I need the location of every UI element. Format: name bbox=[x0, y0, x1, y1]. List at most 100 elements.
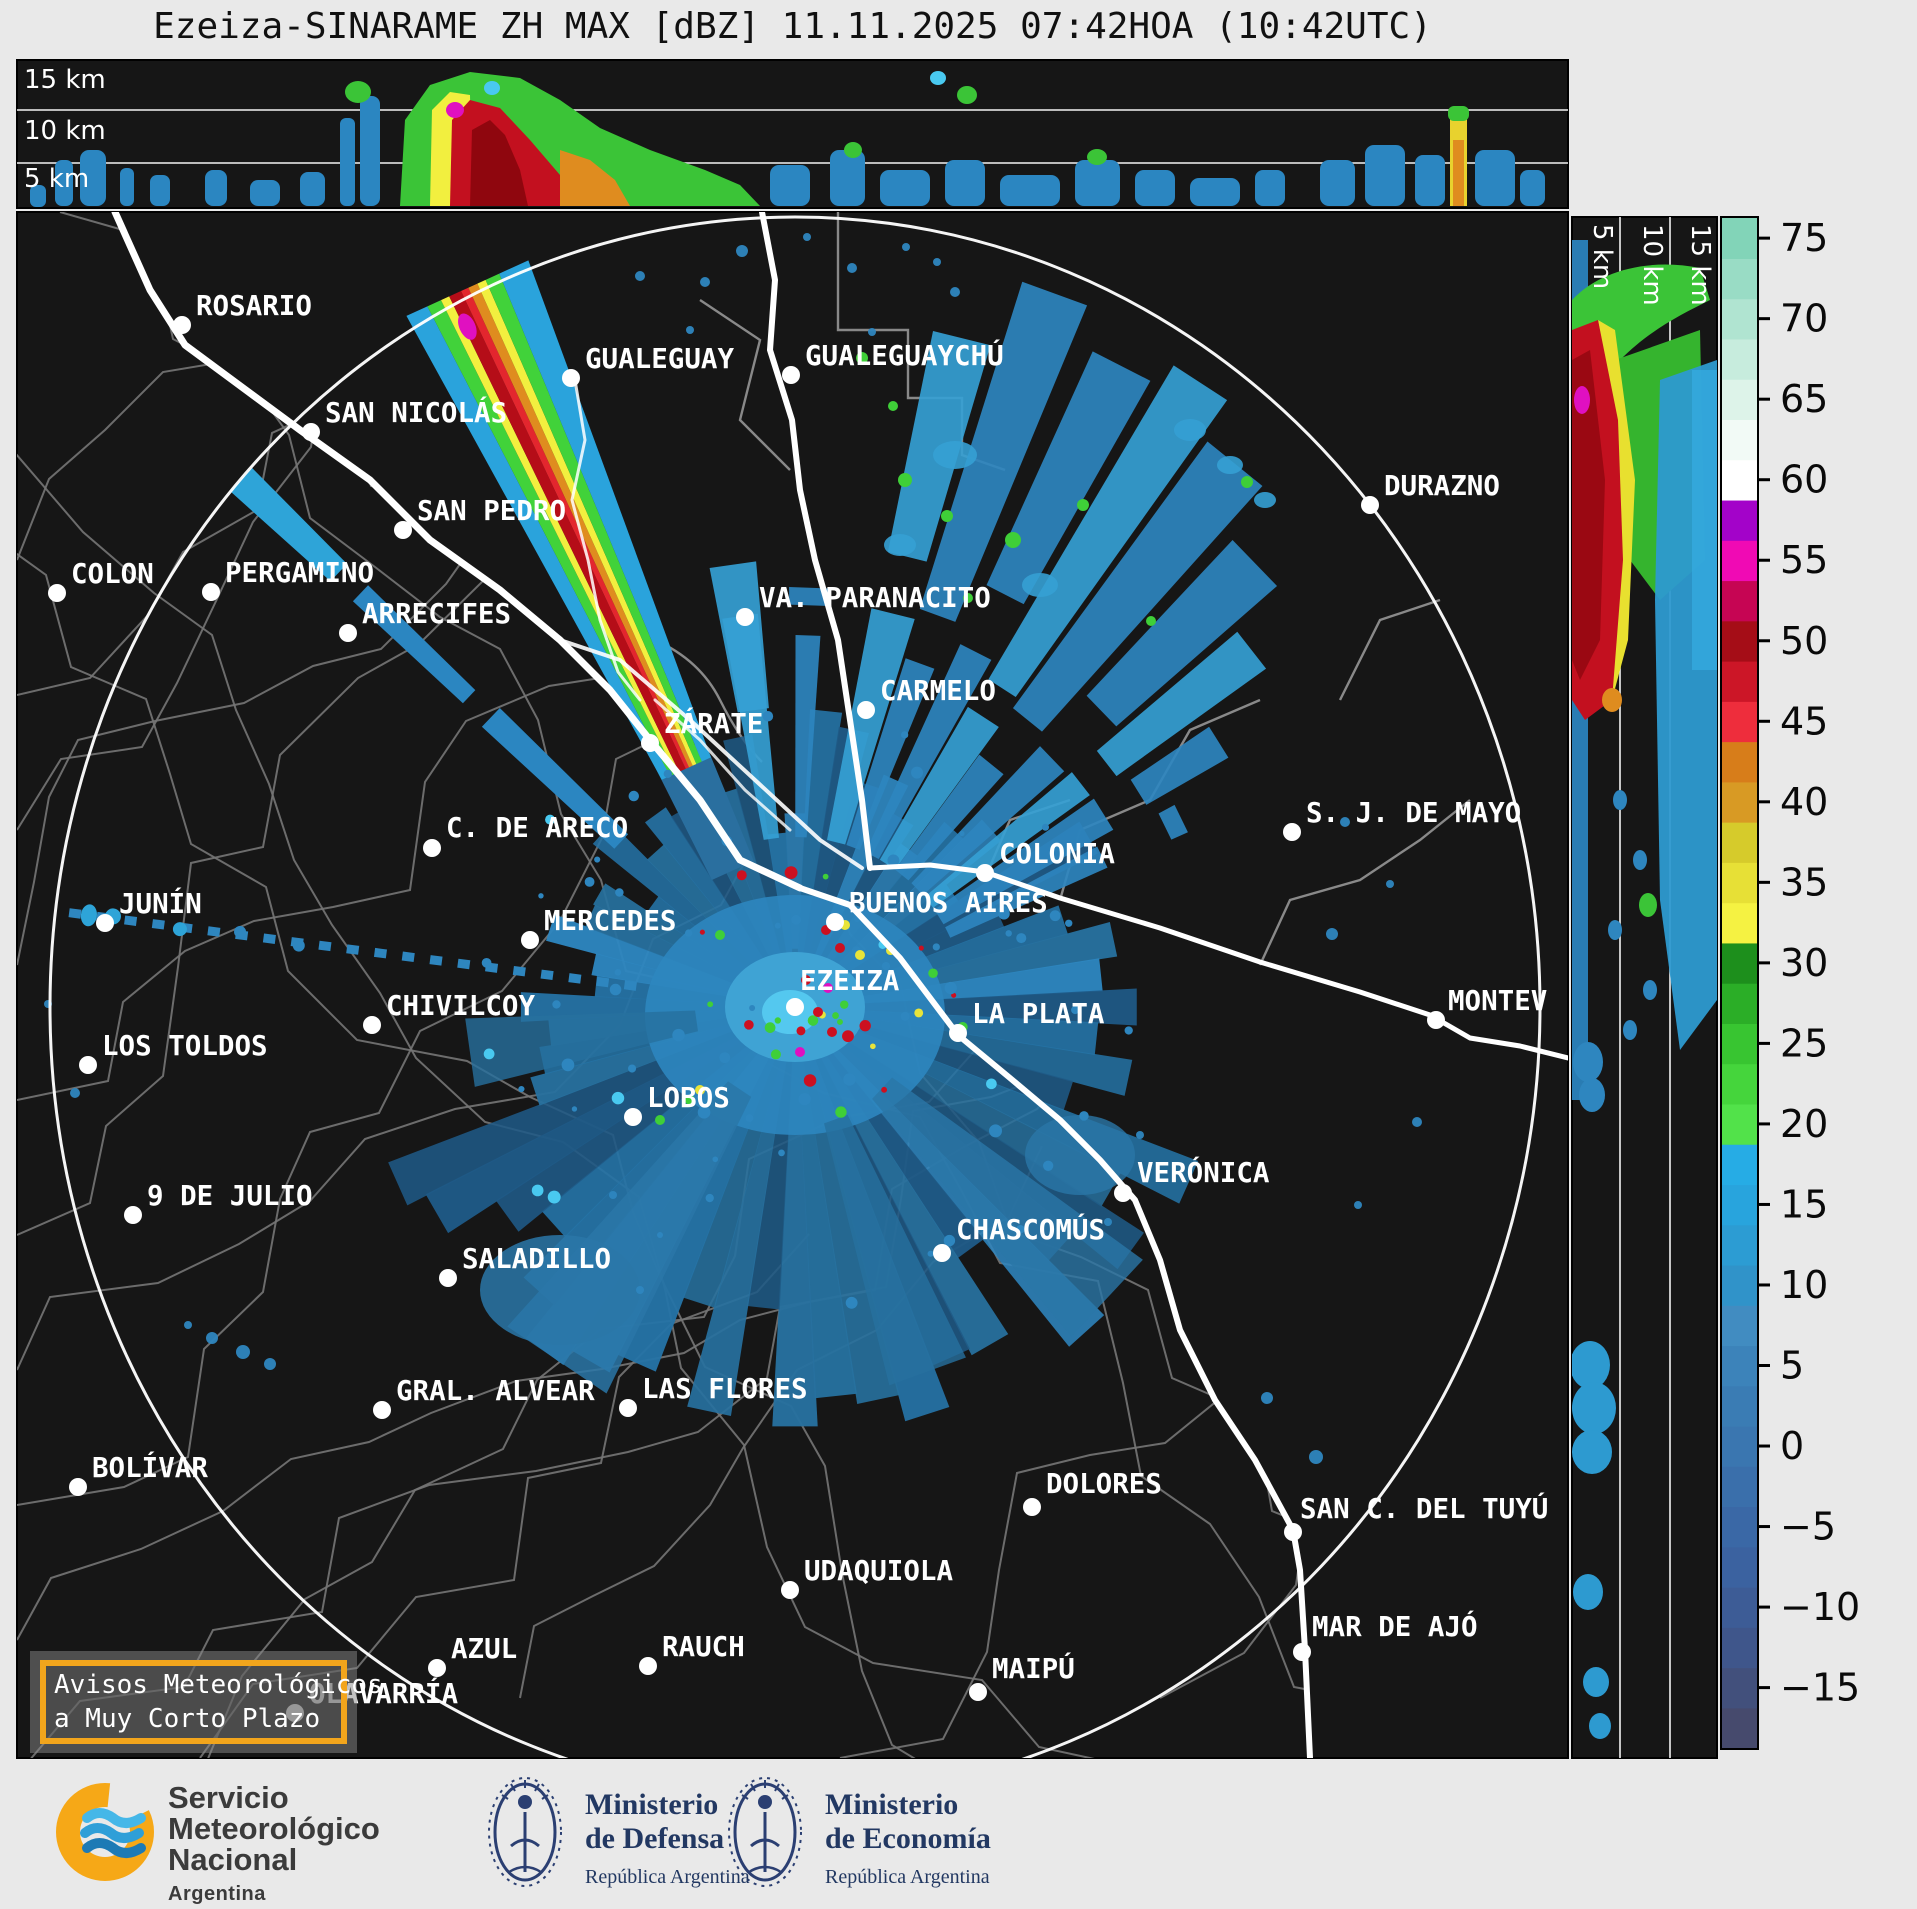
colorbar-tick-label: 30 bbox=[1780, 941, 1828, 985]
echo-speckle bbox=[584, 876, 595, 887]
city-label: SAN PEDRO bbox=[417, 495, 566, 527]
echo-speckle bbox=[1071, 1005, 1080, 1015]
city-label: MERCEDES bbox=[544, 905, 676, 937]
echo-dot bbox=[70, 1088, 80, 1098]
nw-intense-beam bbox=[406, 260, 754, 881]
echo-dot bbox=[636, 1286, 644, 1294]
echo-speckle bbox=[764, 1022, 776, 1033]
echo-speckle bbox=[827, 1027, 837, 1037]
colorbar-border bbox=[1720, 216, 1759, 1750]
echo-dot bbox=[1386, 880, 1394, 888]
smn-wordmark: Servicio Meteorológico Nacional Argentin… bbox=[168, 1782, 380, 1909]
echo-dot bbox=[868, 328, 876, 336]
very-short-term-warnings-button[interactable]: Avisos Meteorológicos a Muy Corto Plazo bbox=[40, 1660, 383, 1744]
echo-speckle bbox=[859, 1020, 871, 1032]
colorbar-tick-label: 45 bbox=[1780, 699, 1828, 743]
colorbar-segment bbox=[1722, 1023, 1757, 1065]
colorbar-segment bbox=[1722, 821, 1757, 863]
echo-wedge bbox=[934, 798, 1114, 925]
city-label: JUNÍN bbox=[119, 886, 202, 920]
echo-speckle bbox=[770, 1049, 781, 1060]
city-dot bbox=[428, 1659, 446, 1677]
echo-dot bbox=[1136, 1131, 1144, 1139]
city-dot bbox=[1023, 1498, 1041, 1516]
city-dot bbox=[826, 913, 844, 931]
echo-speckle bbox=[839, 1000, 849, 1009]
right-panel-axis-labels: 5 km 10 km 15 km bbox=[1587, 224, 1715, 306]
echo-speckle bbox=[918, 945, 924, 951]
city-label: C. DE ARECO bbox=[446, 812, 628, 844]
echo-speckle bbox=[986, 1078, 997, 1090]
echo-speckle bbox=[684, 929, 693, 937]
city-label: EZEIZA bbox=[800, 965, 900, 997]
colorbar-segment bbox=[1722, 1707, 1757, 1749]
echo-wedge bbox=[709, 561, 769, 713]
echo-speckle bbox=[627, 1064, 637, 1073]
city-label: DURAZNO bbox=[1384, 470, 1500, 502]
echo-speckle bbox=[801, 975, 811, 985]
echo-speckle bbox=[822, 873, 829, 880]
colorbar-segment bbox=[1722, 540, 1757, 582]
echo-dot bbox=[206, 1332, 218, 1344]
colorbar-tick-label: 5 bbox=[1780, 1344, 1804, 1388]
echo-speckle bbox=[1043, 1160, 1054, 1171]
colorbar-segment bbox=[1722, 298, 1757, 340]
city-dot bbox=[562, 369, 580, 387]
city-dot bbox=[363, 1016, 381, 1034]
alert-line-1: Avisos Meteorológicos bbox=[54, 1670, 383, 1700]
city-label: S. J. DE MAYO bbox=[1306, 797, 1521, 829]
city-label: COLON bbox=[71, 558, 154, 590]
city-dot bbox=[96, 914, 114, 932]
right-axis-label: 5 km bbox=[1587, 224, 1617, 289]
city-dot bbox=[639, 1657, 657, 1675]
echo-speckle bbox=[845, 1296, 858, 1309]
echo-wedge bbox=[797, 1048, 857, 1399]
echo-speckle bbox=[837, 1019, 843, 1025]
city-dot bbox=[736, 608, 754, 626]
city-label: CHASCOMÚS bbox=[956, 1212, 1105, 1246]
echo-dot bbox=[686, 326, 694, 334]
colorbar-segment bbox=[1722, 1627, 1757, 1669]
echo-speckle bbox=[842, 1030, 854, 1043]
footer: Servicio Meteorológico Nacional Argentin… bbox=[0, 1758, 1917, 1909]
echo-wedge bbox=[772, 1061, 818, 1427]
echo-speckle bbox=[699, 929, 705, 935]
top-panel-axis-labels: 15 km 10 km 5 km bbox=[24, 65, 106, 194]
colorbar-segment bbox=[1722, 701, 1757, 743]
city-label: BOLÍVAR bbox=[92, 1450, 208, 1484]
ministerio-economia-wordmark: Ministerio de Economía República Argenti… bbox=[825, 1788, 991, 1888]
echo-speckle bbox=[611, 1091, 625, 1105]
echo-speckle bbox=[547, 1190, 561, 1204]
ministerio-defensa-wordmark: Ministerio de Defensa República Argentin… bbox=[585, 1788, 750, 1888]
colorbar-segment bbox=[1722, 1264, 1757, 1306]
echo-wedge bbox=[986, 351, 1151, 605]
city-label: LA PLATA bbox=[972, 998, 1105, 1030]
echo-wedge bbox=[895, 754, 1004, 881]
echo-dot bbox=[635, 271, 645, 281]
city-dot bbox=[69, 1478, 87, 1496]
city-dot bbox=[521, 931, 539, 949]
city-dot bbox=[302, 423, 320, 441]
alert-line-2: a Muy Corto Plazo bbox=[54, 1704, 321, 1734]
radar-range-circle bbox=[48, 215, 1542, 1758]
colorbar-tick-label: 70 bbox=[1780, 297, 1828, 341]
colorbar-tick-label: 35 bbox=[1780, 860, 1828, 904]
echo-dot bbox=[950, 287, 960, 297]
ne-echo-fan bbox=[465, 281, 1278, 1394]
colorbar-segment bbox=[1722, 459, 1757, 501]
city-dot bbox=[202, 583, 220, 601]
echo-speckle bbox=[798, 1092, 811, 1106]
city-label: GRAL. ALVEAR bbox=[396, 1375, 595, 1407]
colorbar-segment bbox=[1722, 1385, 1757, 1427]
top-cross-section-content: 15 km 10 km 5 km bbox=[17, 65, 1568, 207]
echo-dot bbox=[1354, 1201, 1362, 1209]
echo-speckle bbox=[749, 1005, 756, 1012]
rivers-coastline bbox=[111, 212, 1568, 1758]
top-axis-label: 15 km bbox=[24, 65, 106, 95]
city-dot bbox=[969, 1683, 987, 1701]
city-dot bbox=[124, 1206, 142, 1224]
city-dot bbox=[1293, 1643, 1311, 1661]
echo-dot bbox=[933, 258, 941, 266]
echo-speckle bbox=[1124, 1026, 1133, 1035]
